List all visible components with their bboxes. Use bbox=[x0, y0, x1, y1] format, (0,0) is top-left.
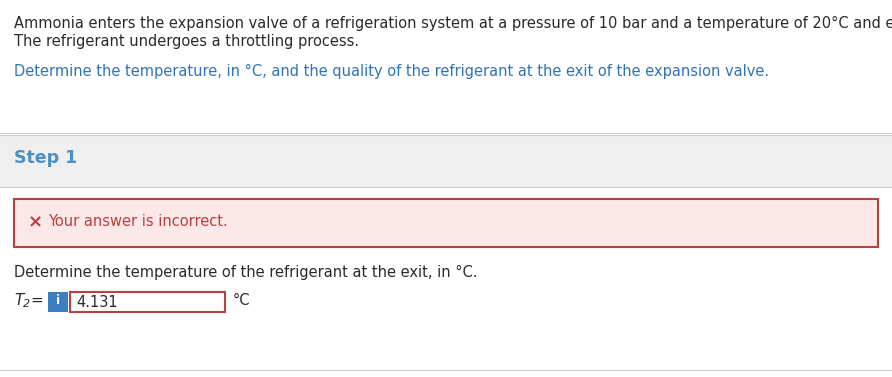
Text: ×: × bbox=[28, 213, 43, 231]
Text: T: T bbox=[14, 293, 23, 308]
Text: 4.131: 4.131 bbox=[76, 295, 118, 310]
Text: =: = bbox=[30, 293, 43, 308]
Bar bbox=[0, 0, 892, 133]
Text: 2: 2 bbox=[22, 299, 29, 309]
Bar bbox=[14, 199, 878, 247]
Text: °C: °C bbox=[233, 293, 251, 308]
Text: Your answer is incorrect.: Your answer is incorrect. bbox=[48, 214, 227, 229]
Text: Determine the temperature of the refrigerant at the exit, in °C.: Determine the temperature of the refrige… bbox=[14, 265, 477, 280]
Bar bbox=[0, 187, 892, 377]
Text: Ammonia enters the expansion valve of a refrigeration system at a pressure of 10: Ammonia enters the expansion valve of a … bbox=[14, 16, 892, 31]
Text: Determine the temperature, in °C, and the quality of the refrigerant at the exit: Determine the temperature, in °C, and th… bbox=[14, 64, 769, 79]
Text: i: i bbox=[56, 294, 60, 307]
Bar bbox=[70, 292, 225, 312]
Text: Step 1: Step 1 bbox=[14, 149, 78, 167]
Bar bbox=[0, 135, 892, 187]
Text: The refrigerant undergoes a throttling process.: The refrigerant undergoes a throttling p… bbox=[14, 34, 359, 49]
Bar bbox=[48, 292, 68, 312]
